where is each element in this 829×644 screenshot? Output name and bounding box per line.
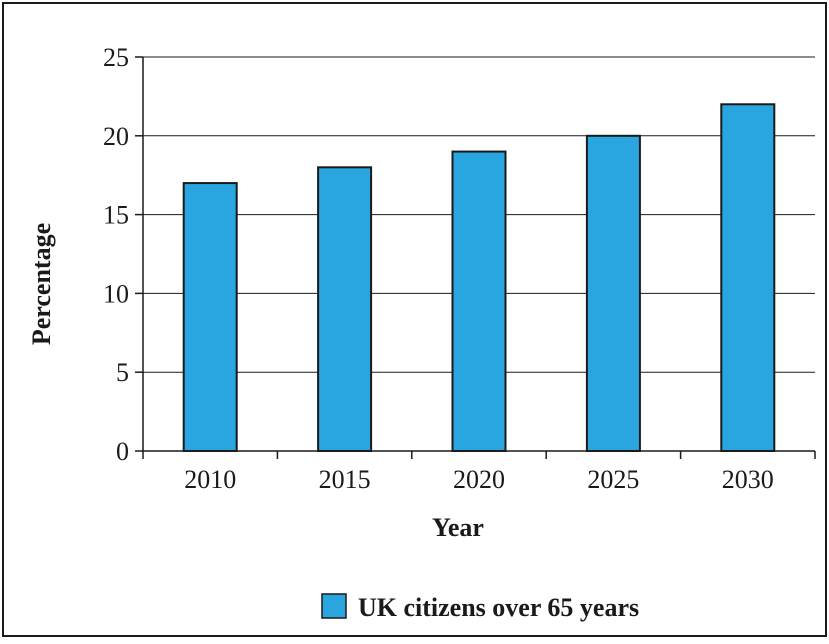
x-tick-label: 2030	[722, 465, 774, 494]
bars	[182, 103, 776, 453]
y-tick-label: 15	[103, 201, 129, 230]
y-tick-label: 25	[103, 43, 129, 72]
legend-swatch	[321, 593, 347, 619]
bar-2010	[182, 182, 238, 453]
y-tick-label: 20	[103, 122, 129, 151]
bar-2030	[720, 103, 776, 452]
bar-2025	[585, 134, 641, 453]
bar-2020	[451, 150, 507, 452]
bar-2015	[317, 166, 373, 452]
x-tick-label: 2025	[587, 465, 639, 494]
x-axis-title: Year	[432, 513, 484, 542]
axes	[142, 57, 815, 452]
y-axis-ticks: 0 5 10 15 20 25	[103, 43, 143, 466]
y-axis-title: Percentage	[27, 223, 56, 345]
y-tick-label: 5	[116, 358, 129, 387]
x-tick-label: 2020	[453, 465, 505, 494]
legend-label: UK citizens over 65 years	[358, 593, 639, 622]
x-tick-label: 2010	[184, 465, 236, 494]
x-axis-ticks: 2010 2015 2020 2025 2030	[142, 451, 816, 494]
x-tick-label: 2015	[319, 465, 371, 494]
legend: UK citizens over 65 years	[321, 593, 639, 622]
y-tick-label: 10	[103, 279, 129, 308]
y-tick-label: 0	[116, 437, 129, 466]
